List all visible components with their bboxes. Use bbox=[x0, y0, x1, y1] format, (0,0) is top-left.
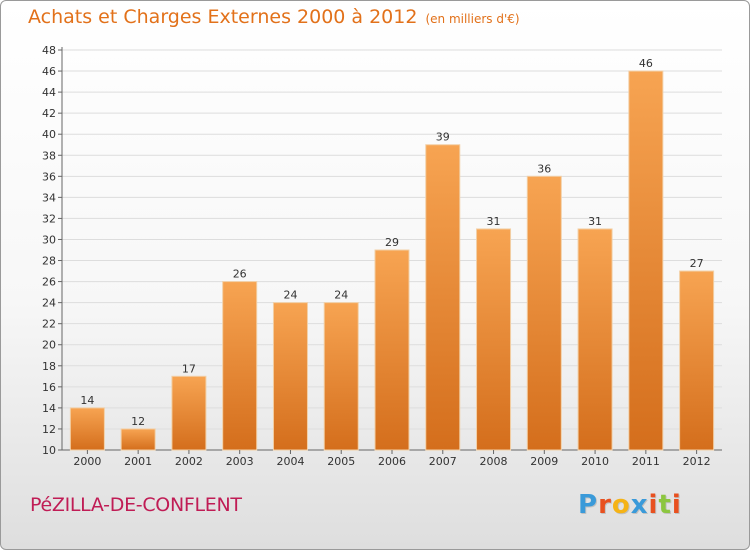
logo-letter: o bbox=[611, 490, 631, 520]
x-tick-labels: 2000 2001 2002 2003 2004 2005 2006 2007 2008 2009… bbox=[73, 450, 711, 468]
data-label-2004: 24 bbox=[283, 289, 297, 302]
x-tick-label-2009: 2009 bbox=[530, 455, 558, 468]
bar-2003 bbox=[222, 281, 258, 451]
data-label-2002: 17 bbox=[182, 362, 196, 375]
data-label-2005: 24 bbox=[334, 289, 348, 302]
data-labels: 14 12 17 26 24 24 29 39 31 36 31 46 27 bbox=[80, 57, 703, 428]
y-tick-label: 12 bbox=[42, 423, 56, 436]
y-tick-label: 22 bbox=[42, 318, 56, 331]
x-tick-label-2003: 2003 bbox=[226, 455, 254, 468]
bar-2010 bbox=[577, 228, 613, 451]
bar-2008 bbox=[476, 228, 512, 451]
y-tick-label: 14 bbox=[42, 402, 56, 415]
x-tick-label-2008: 2008 bbox=[480, 455, 508, 468]
y-tick-label: 34 bbox=[42, 191, 56, 204]
y-tick-label: 38 bbox=[42, 149, 56, 162]
bar-2006 bbox=[374, 249, 410, 451]
y-tick-label: 42 bbox=[42, 107, 56, 120]
chart-title: Achats et Charges Externes 2000 à 2012 (e… bbox=[28, 6, 520, 28]
y-tick-label: 48 bbox=[42, 44, 56, 57]
y-tick-label: 32 bbox=[42, 212, 56, 225]
y-tick-label: 44 bbox=[42, 86, 56, 99]
bar-2007 bbox=[425, 144, 461, 451]
chart-title-text: Achats et Charges Externes 2000 à 2012 bbox=[28, 6, 418, 28]
commune-name: PéZILLA-DE-CONFLENT bbox=[30, 494, 242, 516]
y-tick-label: 24 bbox=[42, 297, 56, 310]
x-tick-label-2004: 2004 bbox=[276, 455, 304, 468]
x-tick-label-2010: 2010 bbox=[581, 455, 609, 468]
y-ticks: 10 12 14 16 18 20 22 24 26 28 30 32 34 36 38 40 42 44 46 48 bbox=[42, 44, 62, 457]
bar-2004 bbox=[272, 302, 308, 451]
bar-2012 bbox=[679, 270, 715, 451]
logo-letter: P bbox=[578, 490, 599, 520]
logo-letter: t bbox=[658, 490, 672, 520]
logo-letter: r bbox=[598, 490, 612, 520]
data-label-2007: 39 bbox=[436, 131, 450, 144]
data-label-2001: 12 bbox=[131, 415, 145, 428]
logo-letter: i bbox=[648, 490, 659, 520]
data-label-2000: 14 bbox=[80, 394, 94, 407]
bar-2000 bbox=[69, 407, 105, 451]
y-tick-label: 30 bbox=[42, 233, 56, 246]
y-tick-label: 28 bbox=[42, 255, 56, 268]
y-tick-label: 36 bbox=[42, 170, 56, 183]
bar-2009 bbox=[526, 175, 562, 451]
logo-letter: x bbox=[630, 490, 649, 520]
y-tick-label: 16 bbox=[42, 381, 56, 394]
y-tick-label: 40 bbox=[42, 128, 56, 141]
logo-letter: i bbox=[671, 490, 682, 520]
x-tick-label-2011: 2011 bbox=[632, 455, 660, 468]
x-tick-label-2006: 2006 bbox=[378, 455, 406, 468]
bar-2002 bbox=[171, 375, 207, 451]
data-label-2006: 29 bbox=[385, 236, 399, 249]
x-tick-label-2007: 2007 bbox=[429, 455, 457, 468]
y-tick-label: 46 bbox=[42, 65, 56, 78]
x-tick-label-2002: 2002 bbox=[175, 455, 203, 468]
bar-2001 bbox=[120, 428, 156, 451]
bars bbox=[69, 70, 715, 451]
bar-2011 bbox=[628, 70, 664, 451]
y-tick-label: 10 bbox=[42, 444, 56, 457]
x-tick-label-2000: 2000 bbox=[73, 455, 101, 468]
x-tick-label-2012: 2012 bbox=[683, 455, 711, 468]
chart-unit: (en milliers d'€) bbox=[425, 12, 520, 26]
y-tick-label: 20 bbox=[42, 339, 56, 352]
data-label-2010: 31 bbox=[588, 215, 602, 228]
bar-2005 bbox=[323, 302, 359, 451]
data-label-2012: 27 bbox=[690, 257, 704, 270]
proxiti-logo: Proxiti bbox=[578, 490, 682, 520]
x-tick-label-2001: 2001 bbox=[124, 455, 152, 468]
x-tick-label-2005: 2005 bbox=[327, 455, 355, 468]
data-label-2011: 46 bbox=[639, 57, 653, 70]
data-label-2009: 36 bbox=[537, 162, 551, 175]
data-label-2008: 31 bbox=[487, 215, 501, 228]
y-tick-label: 26 bbox=[42, 276, 56, 289]
data-label-2003: 26 bbox=[233, 268, 247, 281]
y-tick-label: 18 bbox=[42, 360, 56, 373]
